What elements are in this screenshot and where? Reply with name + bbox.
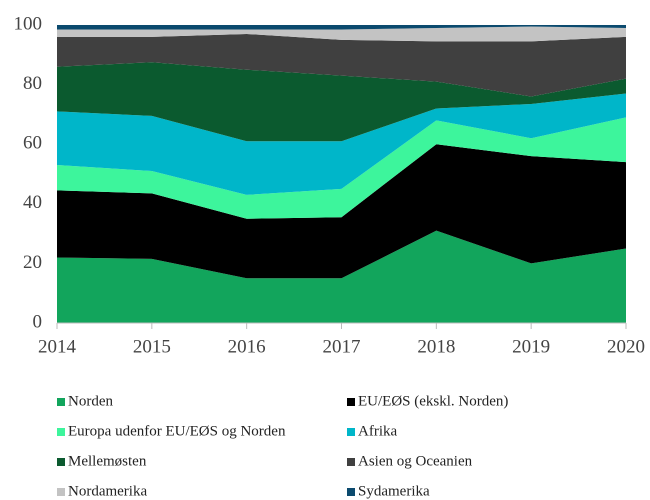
area [57, 33, 626, 97]
area [57, 230, 626, 323]
legend-swatch [347, 398, 355, 406]
y-tick-label: 80 [23, 73, 42, 94]
legend-swatch [57, 488, 65, 496]
legend-label: Afrika [358, 423, 397, 439]
legend-label: Sydamerika [358, 483, 430, 499]
y-tick-label: 60 [23, 133, 42, 154]
x-tick-label: 2015 [133, 336, 171, 357]
legend-label: Nordamerika [68, 483, 147, 499]
legend-swatch [347, 428, 355, 436]
y-tick-label: 40 [23, 192, 42, 213]
x-tick-label: 2019 [512, 336, 550, 357]
legend-label: Europa udenfor EU/EØS og Norden [68, 423, 286, 439]
area [57, 144, 626, 279]
legend-swatch [57, 428, 65, 436]
legend-label: Norden [68, 393, 113, 409]
legend-label: Asien og Oceanien [358, 453, 473, 469]
x-tick-label: 2020 [607, 336, 645, 357]
area [57, 93, 626, 195]
legend-label: EU/EØS (ekskl. Norden) [358, 393, 508, 409]
area [57, 26, 626, 42]
y-tick-label: 100 [14, 13, 43, 34]
legend-swatch [347, 488, 355, 496]
legend-label: Mellemøsten [68, 453, 147, 469]
area [57, 25, 626, 30]
legend-swatch [347, 458, 355, 466]
legend-swatch [57, 458, 65, 466]
x-tick-label: 2016 [228, 336, 266, 357]
x-tick-label: 2014 [38, 336, 77, 357]
area [57, 62, 626, 142]
x-tick-label: 2018 [417, 336, 455, 357]
y-tick-label: 20 [23, 252, 42, 273]
legend-swatch [57, 398, 65, 406]
y-tick-label: 0 [33, 311, 43, 332]
x-tick-label: 2017 [323, 336, 361, 357]
area [57, 117, 626, 219]
